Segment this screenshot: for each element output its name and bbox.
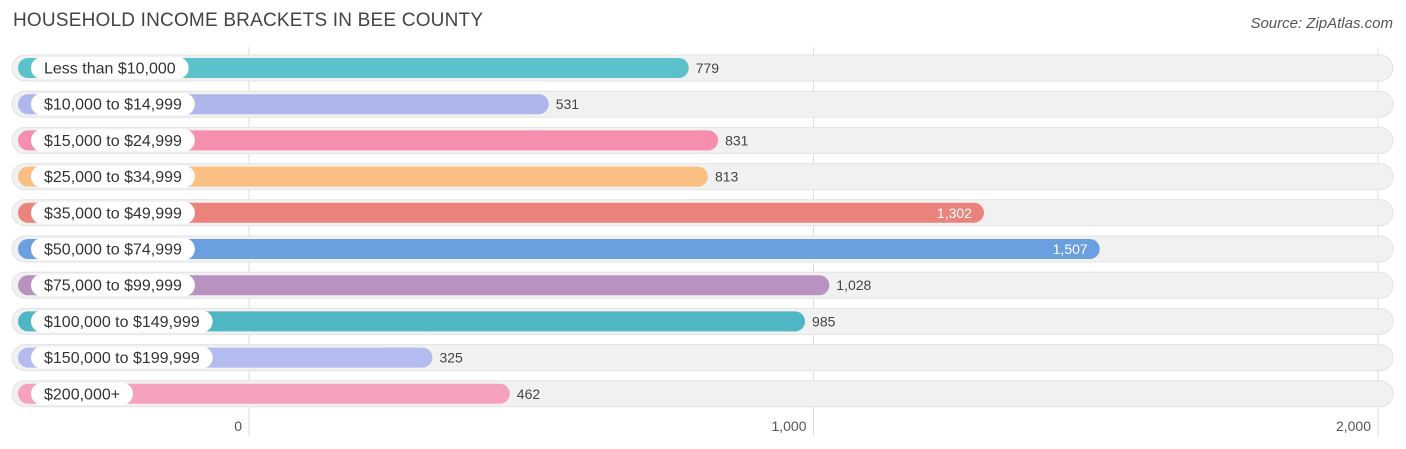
bar (18, 311, 806, 332)
value-label: 462 (517, 386, 541, 402)
value-label: 531 (556, 96, 580, 112)
category-label: $100,000 to $149,999 (44, 314, 200, 331)
value-label: 1,507 (1053, 241, 1088, 257)
category-label: $200,000+ (44, 386, 120, 403)
bar (18, 239, 1100, 259)
category-label-pill (31, 165, 195, 188)
category-label: $15,000 to $24,999 (44, 133, 182, 150)
category-label: $150,000 to $199,999 (44, 350, 200, 367)
x-tick-label: 1,000 (771, 418, 806, 434)
category-label-pill (31, 57, 189, 79)
category-label-pill (31, 129, 195, 152)
value-label: 831 (725, 132, 749, 148)
category-label: Less than $10,000 (44, 61, 176, 78)
value-label: 779 (696, 60, 720, 76)
value-label: 325 (439, 350, 463, 366)
category-label-pill (31, 382, 134, 405)
chart-title: HOUSEHOLD INCOME BRACKETS IN BEE COUNTY (13, 10, 484, 31)
value-label: 1,028 (836, 277, 871, 293)
category-label: $25,000 to $34,999 (44, 169, 182, 186)
x-tick-label: 0 (234, 418, 242, 434)
category-label-pill (31, 346, 213, 369)
category-label: $50,000 to $74,999 (44, 242, 182, 259)
category-label: $10,000 to $14,999 (44, 97, 182, 114)
category-label-pill (31, 201, 195, 224)
bar (18, 383, 510, 404)
value-label: 985 (812, 313, 836, 329)
value-label: 1,302 (937, 205, 972, 221)
category-label-pill (31, 93, 195, 116)
category-label-pill (31, 274, 195, 297)
value-label: 813 (715, 169, 739, 185)
category-label: $35,000 to $49,999 (44, 205, 182, 222)
bar (18, 202, 984, 223)
bar (18, 275, 830, 296)
x-tick-label: 2,000 (1336, 418, 1371, 434)
category-label: $75,000 to $99,999 (44, 278, 182, 295)
category-label-pill (31, 238, 195, 260)
category-label-pill (31, 310, 213, 333)
chart-source: Source: ZipAtlas.com (1250, 15, 1393, 32)
